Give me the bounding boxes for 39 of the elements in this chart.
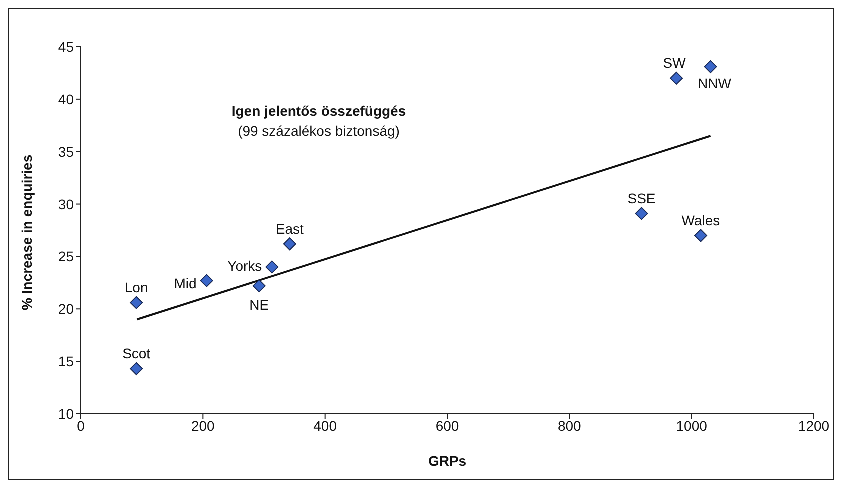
x-axis-title: GRPs [428,453,467,469]
point [252,280,266,293]
x-tick-label: 800 [558,418,582,434]
annotation: (99 százalékos biztonság) [237,123,401,139]
annotation: Wales [682,212,720,228]
x-tick-label: 0 [77,418,86,434]
y-tick-label: 30 [58,196,74,212]
point [670,72,684,85]
point [130,296,144,310]
point [130,362,144,376]
annotation: SSE [628,190,656,206]
y-tick-label: 15 [58,354,74,370]
annotation: Yorks [228,258,262,274]
x-tick-label: 600 [436,418,460,434]
x-tick-label: 200 [191,418,216,434]
y-tick-label: 40 [58,91,74,108]
y-axis-title: % Increase in enquiries [18,154,35,310]
x-tick-label: 400 [314,418,338,434]
x-tick-label: 1200 [798,418,830,434]
point [635,207,648,220]
annotation: NNW [698,76,732,92]
annotation: SW [663,55,687,72]
point [704,60,718,74]
point [200,274,214,288]
y-tick-label: 45 [58,38,74,55]
x-tick-label: 1000 [676,418,708,434]
annotation: Igen jelentős összefüggés [230,103,408,119]
annotation: Lon [124,280,148,296]
annotation: NE [250,296,270,313]
annotation: East [276,220,304,237]
y-tick-label: 25 [58,248,74,265]
y-tick-label: 20 [58,301,74,318]
annotation: Scot [122,346,151,362]
y-tick-label: 10 [58,406,74,422]
point [266,260,279,274]
y-tick-label: 35 [58,144,74,160]
point [694,229,708,242]
point [283,238,296,251]
annotation: Mid [174,276,197,292]
